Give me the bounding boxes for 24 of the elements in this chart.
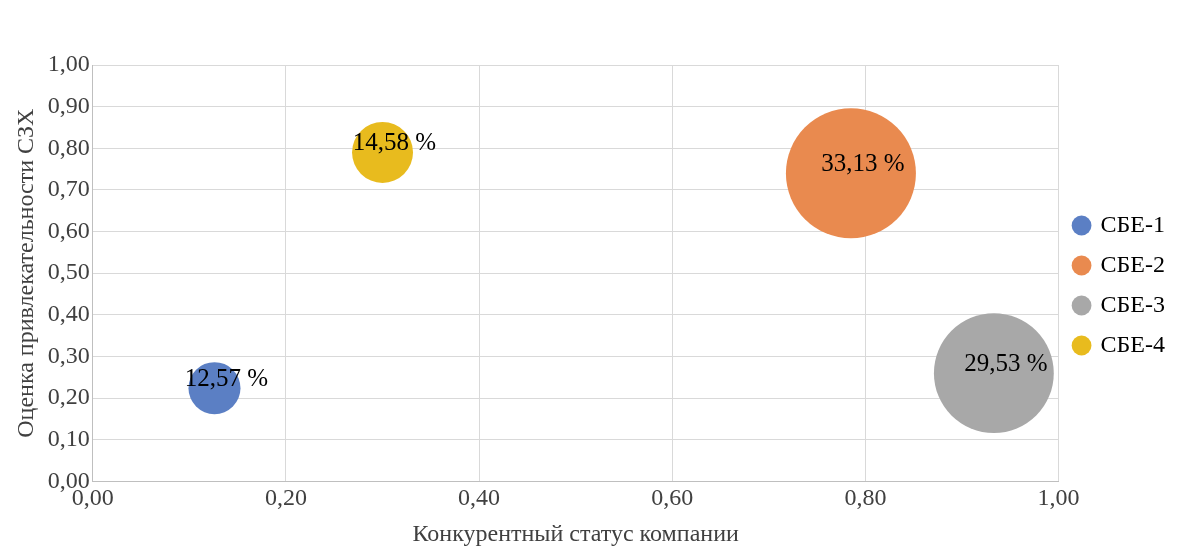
y-axis-title: Оценка привлекательности СЗХ xyxy=(11,108,38,438)
y-tick-label: 1,00 xyxy=(47,50,90,77)
legend-label: СБЕ-4 xyxy=(1100,330,1166,357)
x-tick-label: 0,40 xyxy=(458,484,501,511)
y-tick-label: 0,60 xyxy=(47,216,90,243)
y-tick-label: 0,40 xyxy=(47,300,90,327)
x-tick-label: 1,00 xyxy=(1037,484,1080,511)
y-tick-label: 0,10 xyxy=(47,425,90,452)
y-tick-label: 0,30 xyxy=(47,341,90,368)
legend-label: СБЕ-1 xyxy=(1100,210,1166,237)
annotation: 33,13 % xyxy=(821,148,905,176)
legend-label: СБЕ-2 xyxy=(1100,250,1166,277)
y-tick-label: 0,80 xyxy=(47,133,90,160)
x-tick-label: 0,80 xyxy=(844,484,887,511)
annotation: 14,58 % xyxy=(352,128,437,156)
annotation: 29,53 % xyxy=(964,348,1048,376)
y-tick-label: 0,20 xyxy=(47,383,90,410)
x-tick-label: 0,60 xyxy=(651,484,694,511)
y-tick-label: 0,50 xyxy=(47,258,90,285)
y-tick-label: 0,70 xyxy=(47,175,90,202)
y-tick-label: 0,90 xyxy=(47,91,90,118)
x-axis-title: Конкурентный статус компании xyxy=(412,519,739,546)
x-tick-label: 0,20 xyxy=(264,484,307,511)
legend-label: СБЕ-3 xyxy=(1100,290,1166,317)
